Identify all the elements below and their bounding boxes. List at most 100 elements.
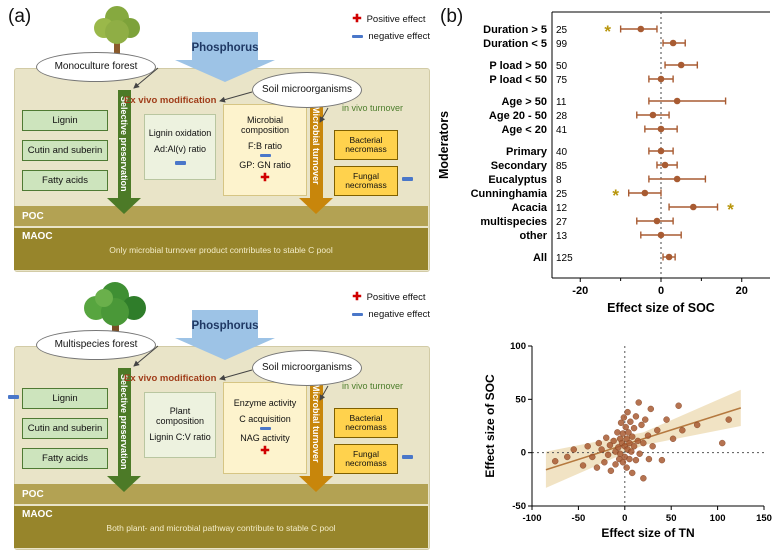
legend-negative-label: negative effect bbox=[368, 309, 430, 320]
svg-text:11: 11 bbox=[556, 97, 567, 108]
effect-legend: ✚ Positive effect negative effect bbox=[352, 292, 430, 326]
microbial-turnover-arrow bbox=[310, 100, 323, 198]
selective-preservation-label: Selective preservation bbox=[119, 96, 129, 192]
svg-text:150: 150 bbox=[756, 513, 772, 524]
svg-text:P load > 50: P load > 50 bbox=[489, 60, 547, 72]
forest-type-oval: Multispecies forest bbox=[36, 330, 156, 360]
process-item-2: GP: GN ratio bbox=[239, 160, 291, 171]
svg-text:99: 99 bbox=[556, 39, 568, 50]
svg-text:Eucalyptus: Eucalyptus bbox=[488, 174, 547, 186]
plant-box-cutin: Cutin and suberin bbox=[22, 140, 108, 161]
positive-effect-icon: ✚ bbox=[260, 445, 270, 458]
svg-text:100: 100 bbox=[510, 341, 526, 352]
svg-text:-50: -50 bbox=[512, 501, 526, 512]
maoc-description: Both plant- and microbial pathway contri… bbox=[106, 523, 336, 533]
svg-text:Duration > 5: Duration > 5 bbox=[483, 24, 547, 36]
plant-box-label: Fatty acids bbox=[42, 175, 88, 186]
modification-line-1: Lignin oxidation bbox=[148, 128, 212, 139]
plant-box-cutin: Cutin and suberin bbox=[22, 418, 108, 439]
svg-text:0: 0 bbox=[658, 285, 664, 297]
plant-box-label: Cutin and suberin bbox=[27, 423, 103, 434]
svg-text:41: 41 bbox=[556, 125, 568, 136]
plant-box-fatty-acids: Fatty acids bbox=[22, 448, 108, 469]
maoc-description: Only microbial turnover product contribu… bbox=[109, 245, 333, 255]
svg-text:25: 25 bbox=[556, 189, 568, 200]
effect-legend: ✚ Positive effect negative effect bbox=[352, 14, 430, 48]
svg-text:Cunninghamia: Cunninghamia bbox=[471, 188, 548, 200]
maoc-label: MAOC bbox=[22, 509, 53, 520]
modification-line-2: Lignin C:V ratio bbox=[149, 431, 211, 442]
phosphorus-label: Phosphorus bbox=[191, 42, 259, 54]
svg-text:*: * bbox=[727, 200, 734, 219]
microbial-process-box: Microbial composition F:B ratio GP: GN r… bbox=[223, 104, 307, 196]
necromass-label: Bacterial necromass bbox=[345, 134, 387, 154]
necromass-label: Fungal necromass bbox=[345, 448, 387, 468]
microbial-turnover-label: Microbial turnover bbox=[311, 106, 321, 185]
monoculture-diagram: Monoculture forest Phosphorus ✚ Positive … bbox=[6, 4, 434, 276]
plant-box-lignin: Lignin bbox=[22, 110, 108, 131]
positive-effect-icon: ✚ bbox=[352, 291, 362, 303]
microbial-turnover-label: Microbial turnover bbox=[311, 384, 321, 463]
negative-effect-icon bbox=[402, 455, 413, 459]
svg-text:50: 50 bbox=[666, 513, 677, 524]
svg-text:28: 28 bbox=[556, 111, 568, 122]
negative-effect-icon bbox=[402, 177, 413, 181]
ex-vivo-label: Ex vivo modification bbox=[124, 95, 217, 106]
phosphorus-arrow-body bbox=[192, 310, 258, 338]
negative-effect-icon bbox=[259, 426, 271, 431]
svg-text:40: 40 bbox=[556, 147, 568, 158]
positive-effect-icon: ✚ bbox=[352, 13, 362, 25]
maoc-label: MAOC bbox=[22, 231, 53, 242]
svg-text:Moderators: Moderators bbox=[437, 111, 451, 179]
poc-bar: POC bbox=[14, 206, 428, 226]
svg-text:Age 20 - 50: Age 20 - 50 bbox=[489, 110, 547, 122]
poc-label: POC bbox=[22, 210, 44, 222]
svg-text:27: 27 bbox=[556, 217, 568, 228]
svg-text:8: 8 bbox=[556, 175, 562, 186]
panel-a-label: (a) bbox=[8, 6, 32, 27]
multispecies-diagram: Multispecies forest Phosphorus ✚ Positive… bbox=[6, 282, 434, 554]
svg-text:Effect size of TN: Effect size of TN bbox=[601, 526, 694, 540]
svg-text:Age < 20: Age < 20 bbox=[501, 124, 547, 136]
svg-text:Effect size of SOC: Effect size of SOC bbox=[483, 374, 497, 478]
svg-text:-100: -100 bbox=[522, 513, 541, 524]
svg-text:Age > 50: Age > 50 bbox=[501, 96, 547, 108]
forest-type-label: Monoculture forest bbox=[54, 60, 138, 72]
svg-text:Primary: Primary bbox=[506, 146, 548, 158]
svg-text:13: 13 bbox=[556, 231, 568, 242]
microbial-turnover-arrowhead bbox=[299, 198, 333, 214]
selective-preservation-label: Selective preservation bbox=[119, 374, 129, 470]
microbial-turnover-arrowhead bbox=[299, 476, 333, 492]
legend-positive-label: Positive effect bbox=[366, 14, 426, 25]
legend-negative-label: negative effect bbox=[368, 31, 430, 42]
negative-effect-icon bbox=[8, 395, 19, 399]
svg-text:Acacia: Acacia bbox=[512, 202, 548, 214]
modification-box: Lignin oxidation Ad:Al(v) ratio bbox=[144, 114, 216, 180]
phosphorus-arrow-head bbox=[175, 338, 275, 360]
svg-text:50: 50 bbox=[515, 394, 526, 405]
svg-text:75: 75 bbox=[556, 75, 568, 86]
svg-text:Duration < 5: Duration < 5 bbox=[483, 38, 547, 50]
svg-text:All: All bbox=[533, 252, 547, 264]
negative-effect-icon bbox=[174, 161, 186, 165]
legend-positive-label: Positive effect bbox=[366, 292, 426, 303]
svg-text:*: * bbox=[604, 22, 611, 41]
modification-line-2: Ad:Al(v) ratio bbox=[153, 144, 206, 155]
svg-text:100: 100 bbox=[710, 513, 726, 524]
phosphorus-arrow-body bbox=[192, 32, 258, 60]
negative-effect-icon bbox=[259, 153, 271, 158]
svg-text:P load < 50: P load < 50 bbox=[489, 74, 547, 86]
poc-label: POC bbox=[22, 488, 44, 500]
maoc-bar: MAOC Only microbial turnover product con… bbox=[14, 228, 428, 270]
necromass-label: Fungal necromass bbox=[345, 170, 387, 190]
soil-microorganisms-oval: Soil microorganisms bbox=[252, 350, 362, 386]
microbial-turnover-arrow bbox=[310, 378, 323, 476]
svg-text:125: 125 bbox=[556, 253, 573, 264]
selective-preservation-arrow bbox=[118, 90, 131, 198]
panel-a: (a) Monoculture forest Phosphorus ✚ Posit… bbox=[6, 4, 434, 554]
plant-box-fatty-acids: Fatty acids bbox=[22, 170, 108, 191]
plant-box-lignin: Lignin bbox=[22, 388, 108, 409]
plant-box-label: Lignin bbox=[52, 115, 78, 126]
svg-text:50: 50 bbox=[556, 61, 568, 72]
positive-effect-icon: ✚ bbox=[260, 172, 270, 185]
